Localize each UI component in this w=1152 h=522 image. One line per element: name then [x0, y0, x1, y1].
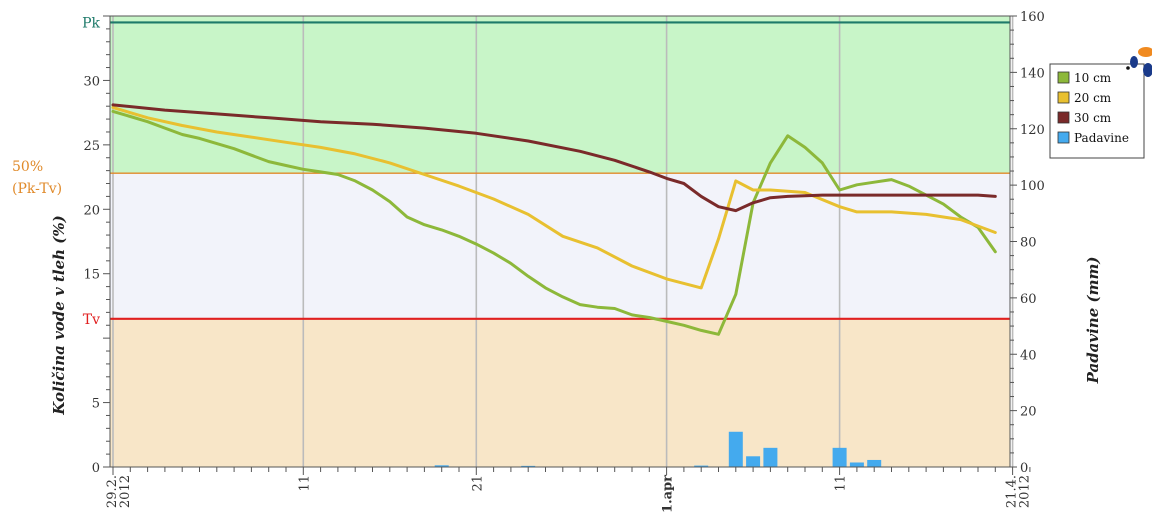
y2-tick-label: 160 — [1020, 10, 1045, 25]
x-tick-label: 21 — [470, 475, 485, 492]
y2-tick-label: 120 — [1020, 123, 1045, 138]
y2-tick-label: 0 — [1020, 461, 1028, 476]
y-tick-label: 0 — [92, 461, 100, 476]
series-line-20-cm — [111, 106, 997, 290]
precip-bar — [694, 465, 709, 467]
y2-tick-label: 60 — [1020, 292, 1037, 307]
legend-entry: Padavine — [1074, 131, 1129, 145]
series-line-10-cm — [111, 109, 997, 336]
ref-label2-50pct: (Pk-Tv) — [12, 181, 62, 197]
zone-below-tv — [110, 318, 1010, 467]
y2-tick-label: 40 — [1020, 348, 1037, 363]
legend-swatch — [1057, 71, 1070, 84]
y-axis-title: Količina vode v tleh (%) — [50, 215, 68, 415]
precip-bar — [867, 459, 882, 467]
ref-label-Tv: Tv — [83, 312, 100, 328]
precip-bar — [434, 465, 449, 467]
precip-bar — [746, 456, 761, 467]
y-tick-label: 25 — [83, 139, 100, 154]
precip-bar — [728, 431, 743, 467]
y-tick-label: 5 — [92, 397, 100, 412]
precip-bar — [832, 447, 847, 467]
x-tick-label: 29.2. — [105, 475, 120, 508]
x-tick-label: 11 — [297, 475, 312, 492]
legend-entry: 10 cm — [1074, 71, 1112, 85]
x-tick-label-year: 2012 — [1018, 475, 1033, 508]
y2-tick-label: 20 — [1020, 405, 1037, 420]
zone-above-50 — [110, 16, 1010, 174]
precip-bar — [521, 465, 536, 467]
legend-swatch — [1057, 111, 1070, 124]
y2-tick-label: 100 — [1020, 179, 1045, 194]
precipitation-bars — [434, 431, 882, 467]
y-tick-label: 15 — [83, 268, 100, 283]
series-lines — [111, 103, 997, 336]
x-tick-label-group: 21.4.2012 — [1005, 475, 1033, 508]
y2-axis-title: Padavine (mm) — [1084, 257, 1102, 385]
ref-label-Pk: Pk — [82, 15, 100, 31]
legend-swatch — [1057, 91, 1070, 104]
legend-entry: 30 cm — [1074, 111, 1112, 125]
precip-bar — [763, 447, 778, 467]
x-tick-label-year: 2012 — [118, 475, 133, 508]
logo-icon — [1126, 47, 1152, 77]
reference-lines: Pk 50% (Pk-Tv) Tv — [12, 15, 1010, 328]
ref-label-50pct: 50% — [12, 159, 43, 175]
precip-bar — [849, 462, 864, 467]
axes: 051520253002040608010012014016029.2.2012… — [83, 10, 1044, 513]
x-tick-label: 1.apr — [661, 475, 676, 513]
y-tick-label: 30 — [83, 74, 100, 89]
series-line-30-cm — [111, 103, 997, 213]
x-tick-label: 11 — [834, 475, 849, 492]
y-tick-label: 20 — [83, 203, 100, 218]
legend-swatch — [1057, 131, 1070, 144]
x-tick-label-group: 29.2.2012 — [105, 475, 133, 508]
legend: 10 cm 20 cm 30 cm Padavine — [1049, 63, 1145, 159]
x-tick-label: 21.4. — [1005, 475, 1020, 508]
y2-tick-label: 80 — [1020, 236, 1037, 251]
legend-entry: 20 cm — [1074, 91, 1112, 105]
y2-tick-label: 140 — [1020, 66, 1045, 81]
moisture-zones — [110, 16, 1010, 467]
